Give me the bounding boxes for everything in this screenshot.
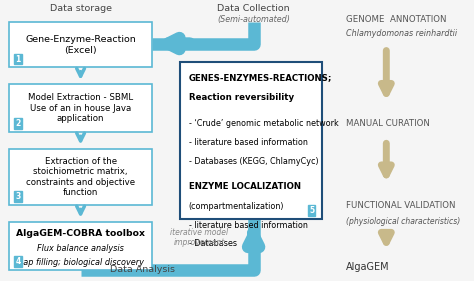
Text: Flux balance analysis: Flux balance analysis — [37, 244, 124, 253]
Text: FUNCTIONAL VALIDATION: FUNCTIONAL VALIDATION — [346, 201, 456, 210]
Text: 1: 1 — [15, 55, 21, 64]
Text: Model Extraction - SBML
Use of an in house Java
application: Model Extraction - SBML Use of an in hou… — [28, 93, 133, 123]
Text: Data storage: Data storage — [50, 4, 111, 13]
Text: Extraction of the
stoichiometric matrix,
constraints and objective
function: Extraction of the stoichiometric matrix,… — [26, 157, 135, 197]
Text: (Semi-automated): (Semi-automated) — [217, 15, 290, 24]
Text: 3: 3 — [15, 192, 21, 201]
Text: - Databases (KEGG, ChlamyCyc): - Databases (KEGG, ChlamyCyc) — [189, 157, 318, 166]
Text: - literature based information: - literature based information — [189, 138, 308, 147]
FancyBboxPatch shape — [9, 222, 152, 270]
Text: (physiological characteristics): (physiological characteristics) — [346, 217, 460, 226]
Text: ENZYME LOCALIZATION: ENZYME LOCALIZATION — [189, 182, 301, 191]
Text: 5: 5 — [310, 206, 314, 215]
Text: Chlamydomonas reinhardtii: Chlamydomonas reinhardtii — [346, 29, 457, 38]
FancyBboxPatch shape — [9, 149, 152, 205]
FancyBboxPatch shape — [180, 62, 322, 219]
Text: Reaction reversibility: Reaction reversibility — [189, 93, 294, 102]
Text: (compartmentalization): (compartmentalization) — [189, 202, 284, 211]
Text: 2: 2 — [15, 119, 21, 128]
Text: AlgaGEM: AlgaGEM — [346, 262, 390, 272]
Text: GENES-ENZYMES-REACTIONS;: GENES-ENZYMES-REACTIONS; — [189, 73, 332, 82]
Text: GENOME  ANNOTATION: GENOME ANNOTATION — [346, 15, 447, 24]
Text: - Databases: - Databases — [189, 239, 237, 248]
Text: Gap filling; biological discovery: Gap filling; biological discovery — [17, 258, 144, 267]
Text: AlgaGEM-COBRA toolbox: AlgaGEM-COBRA toolbox — [16, 229, 145, 238]
Text: MANUAL CURATION: MANUAL CURATION — [346, 119, 430, 128]
Text: - literature based information: - literature based information — [189, 221, 308, 230]
FancyBboxPatch shape — [9, 84, 152, 132]
Text: iterative model
improvement: iterative model improvement — [170, 228, 228, 247]
Text: Gene-Enzyme-Reaction
(Excel): Gene-Enzyme-Reaction (Excel) — [25, 35, 136, 55]
Text: Data Analysis: Data Analysis — [109, 265, 175, 274]
Text: - ‘Crude’ genomic metabolic network: - ‘Crude’ genomic metabolic network — [189, 119, 338, 128]
FancyBboxPatch shape — [9, 22, 152, 67]
Text: 4: 4 — [15, 257, 21, 266]
Text: Data Collection: Data Collection — [217, 4, 290, 13]
